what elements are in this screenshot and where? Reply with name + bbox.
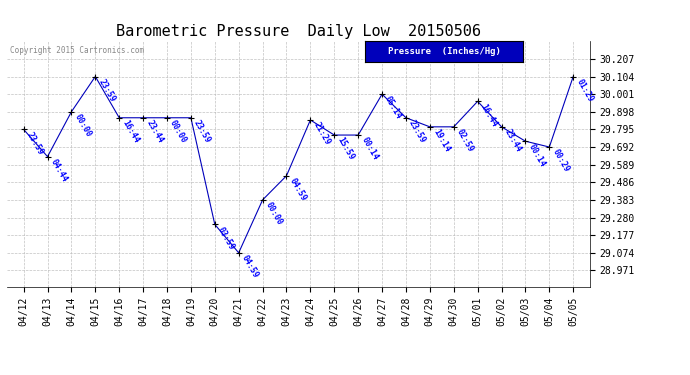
Text: 23:59: 23:59	[192, 118, 213, 145]
Text: 21:29: 21:29	[312, 121, 332, 147]
Text: 03:59: 03:59	[216, 225, 236, 251]
Text: 23:59: 23:59	[25, 130, 45, 156]
Title: Barometric Pressure  Daily Low  20150506: Barometric Pressure Daily Low 20150506	[116, 24, 481, 39]
Text: 00:00: 00:00	[72, 112, 93, 139]
Text: 00:14: 00:14	[359, 136, 380, 162]
Text: 02:59: 02:59	[455, 128, 475, 154]
Text: 23:59: 23:59	[407, 118, 427, 145]
Text: 05:14: 05:14	[383, 95, 404, 121]
Text: 16:44: 16:44	[479, 102, 499, 128]
Text: 00:00: 00:00	[264, 201, 284, 227]
Text: 04:59: 04:59	[240, 254, 260, 280]
Text: 04:44: 04:44	[49, 158, 69, 184]
Text: 00:29: 00:29	[551, 148, 571, 174]
Text: 15:59: 15:59	[335, 136, 356, 162]
Text: 23:44: 23:44	[144, 118, 165, 145]
Text: 16:44: 16:44	[120, 118, 141, 145]
Text: 00:00: 00:00	[168, 118, 188, 145]
Text: 19:14: 19:14	[431, 128, 451, 154]
Text: Copyright 2015 Cartronics.com: Copyright 2015 Cartronics.com	[10, 46, 144, 55]
Text: 23:59: 23:59	[97, 77, 117, 104]
Text: 01:29: 01:29	[574, 77, 595, 104]
Text: 04:59: 04:59	[288, 177, 308, 203]
Text: 00:14: 00:14	[526, 142, 547, 168]
Text: 23:44: 23:44	[503, 128, 523, 154]
